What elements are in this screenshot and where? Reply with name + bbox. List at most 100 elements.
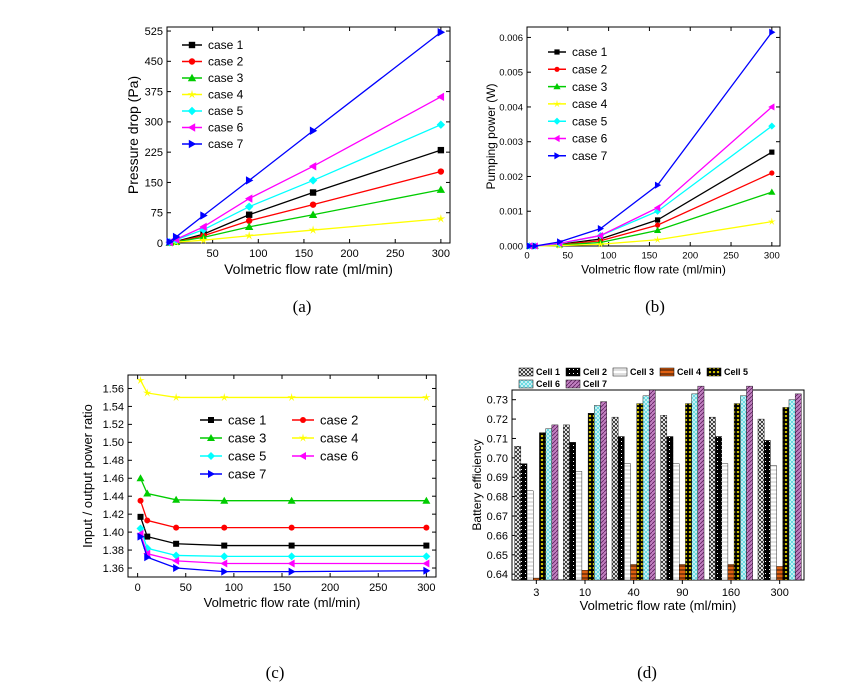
data-point bbox=[172, 232, 181, 242]
bar bbox=[581, 570, 589, 581]
x-tick-label: 250 bbox=[386, 248, 404, 260]
bar bbox=[666, 436, 674, 581]
data-point bbox=[423, 542, 430, 549]
y-tick-label: 150 bbox=[145, 177, 163, 189]
data-point bbox=[769, 28, 776, 36]
data-point bbox=[653, 204, 661, 212]
legend: case 1 case 2 case 3 case 4 case 5 case 6 case… bbox=[200, 413, 358, 482]
data-point bbox=[244, 202, 254, 211]
bar bbox=[733, 403, 741, 581]
data-point bbox=[136, 375, 145, 385]
series-line bbox=[139, 477, 427, 502]
data-point bbox=[654, 181, 662, 189]
caption-d: (d) bbox=[637, 663, 657, 682]
series-line bbox=[139, 500, 427, 529]
series-case-4 bbox=[136, 375, 431, 402]
bar bbox=[520, 463, 528, 581]
bar bbox=[746, 385, 753, 581]
data-point bbox=[309, 189, 317, 196]
legend-marker bbox=[188, 41, 196, 49]
data-point bbox=[287, 496, 296, 504]
bar bbox=[715, 436, 722, 581]
legend-label: case 2 bbox=[572, 63, 608, 77]
legend-label: Cell 1 bbox=[536, 367, 560, 377]
y-axis-label: Battery efficiency bbox=[470, 439, 484, 530]
data-point bbox=[309, 126, 318, 135]
data-point bbox=[769, 170, 775, 176]
data-point bbox=[768, 122, 776, 130]
data-point bbox=[288, 567, 296, 576]
caption-c: (c) bbox=[266, 663, 285, 682]
legend-label: case 1 bbox=[228, 413, 266, 428]
series-case-1 bbox=[526, 149, 775, 249]
legend-label: case 4 bbox=[572, 97, 608, 111]
x-tick-label: 50 bbox=[207, 248, 219, 260]
bar bbox=[740, 395, 747, 581]
bar bbox=[709, 416, 716, 581]
bar bbox=[770, 465, 777, 581]
legend-marker bbox=[554, 152, 561, 160]
y-tick-label: 0.004 bbox=[499, 102, 523, 113]
series-case-2 bbox=[166, 168, 445, 246]
data-point bbox=[144, 517, 151, 524]
chart-d: 0.64 0.65 0.66 0.67 0.68 0.69 0.70 0.71 0.72 0.73… bbox=[470, 367, 805, 682]
bar bbox=[679, 564, 686, 581]
data-point bbox=[173, 564, 181, 573]
legend-marker bbox=[553, 117, 561, 125]
data-point bbox=[245, 176, 254, 185]
legend-label: case 7 bbox=[208, 137, 244, 151]
x-tick-label: 10 bbox=[579, 587, 591, 599]
bar bbox=[757, 418, 765, 581]
legend-swatch bbox=[565, 367, 581, 377]
x-tick-label: 3 bbox=[533, 587, 539, 599]
y-tick-label: 225 bbox=[145, 147, 163, 159]
legend-label: Cell 7 bbox=[583, 379, 607, 389]
series-line bbox=[139, 516, 427, 547]
series-line bbox=[169, 149, 442, 244]
y-tick-label: 1.42 bbox=[103, 509, 124, 521]
legend-label: case 5 bbox=[208, 104, 244, 118]
legend-swatch bbox=[518, 379, 534, 389]
series-case-2 bbox=[526, 170, 775, 249]
data-point bbox=[422, 559, 430, 568]
data-point bbox=[436, 185, 446, 193]
legend-label: case 4 bbox=[208, 88, 244, 102]
legend-marker bbox=[298, 433, 308, 442]
legend-label: case 2 bbox=[320, 413, 358, 428]
y-tick-label: 1.50 bbox=[103, 437, 124, 449]
legend-label: case 5 bbox=[572, 114, 608, 128]
data-point bbox=[287, 392, 296, 402]
data-point bbox=[436, 92, 445, 102]
series-line bbox=[529, 191, 773, 247]
x-axis-label: Volmetric flow rate (ml/min) bbox=[580, 598, 737, 613]
y-tick-label: 450 bbox=[145, 56, 163, 68]
bar bbox=[721, 463, 729, 581]
legend-marker bbox=[208, 470, 215, 478]
data-point bbox=[173, 540, 180, 547]
x-tick-label: 40 bbox=[628, 587, 640, 599]
data-point bbox=[219, 392, 229, 402]
legend-marker bbox=[208, 417, 214, 423]
x-tick-label: 100 bbox=[225, 582, 243, 594]
y-tick-label: 0.64 bbox=[487, 569, 508, 581]
legend-marker bbox=[207, 434, 215, 441]
data-point bbox=[220, 559, 228, 568]
x-tick-label: 90 bbox=[676, 587, 688, 599]
data-point bbox=[596, 240, 605, 248]
y-tick-label: 0.68 bbox=[487, 492, 508, 504]
y-tick-label: 1.36 bbox=[103, 563, 124, 575]
x-axis-label: Volmetric flow rate (ml/min) bbox=[224, 261, 393, 277]
legend-marker bbox=[188, 139, 197, 149]
data-point bbox=[309, 201, 317, 208]
x-tick-label: 300 bbox=[432, 248, 450, 260]
data-point bbox=[137, 532, 145, 541]
legend-label: case 1 bbox=[572, 45, 608, 59]
series-case-4 bbox=[165, 214, 446, 247]
bar bbox=[563, 424, 570, 581]
y-tick-label: 300 bbox=[145, 117, 163, 129]
data-point bbox=[526, 242, 534, 250]
data-point bbox=[144, 553, 152, 562]
data-point bbox=[220, 496, 229, 504]
data-point bbox=[137, 497, 144, 504]
